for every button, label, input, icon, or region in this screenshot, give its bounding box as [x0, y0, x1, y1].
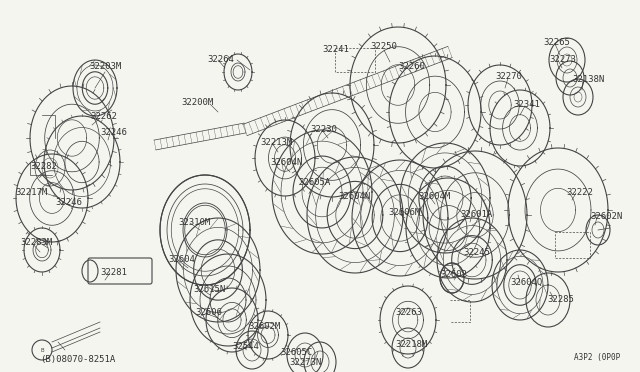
Text: 32260: 32260 [398, 62, 425, 71]
Text: 32222: 32222 [566, 188, 593, 197]
Text: (B)08070-8251A: (B)08070-8251A [40, 355, 115, 364]
Text: 32606M: 32606M [388, 208, 420, 217]
Text: 32250: 32250 [371, 42, 397, 51]
Text: 32310M: 32310M [178, 218, 211, 227]
Text: 32230: 32230 [310, 125, 337, 134]
Text: 32601A: 32601A [460, 210, 492, 219]
Text: 32285: 32285 [547, 295, 574, 304]
Text: 32544: 32544 [232, 342, 259, 351]
Text: 32602: 32602 [440, 270, 467, 279]
Text: 32281: 32281 [100, 268, 127, 277]
Text: 32341: 32341 [513, 100, 540, 109]
Text: 32615N: 32615N [193, 285, 225, 294]
Text: 32605A: 32605A [298, 178, 330, 187]
Text: 32606: 32606 [195, 308, 222, 317]
Text: 32604N: 32604N [270, 158, 302, 167]
Text: A3P2 (0P0P: A3P2 (0P0P [573, 353, 620, 362]
Text: 32604: 32604 [168, 255, 195, 264]
Text: 32605C: 32605C [280, 348, 312, 357]
Text: 32273: 32273 [549, 55, 576, 64]
Text: 32604N: 32604N [338, 192, 371, 201]
Text: 32213M: 32213M [260, 138, 292, 147]
Text: 32283M: 32283M [20, 238, 52, 247]
Text: 32262: 32262 [90, 112, 117, 121]
Text: 32138N: 32138N [572, 75, 604, 84]
Text: 32604Q: 32604Q [510, 278, 542, 287]
Text: 32246: 32246 [100, 128, 127, 137]
Text: 32604M: 32604M [418, 192, 451, 201]
Text: 32282: 32282 [30, 162, 57, 171]
Text: 32263: 32263 [395, 308, 422, 317]
Text: 32270: 32270 [495, 72, 522, 81]
Text: 32273N: 32273N [289, 358, 321, 367]
Text: 32602M: 32602M [248, 322, 280, 331]
Text: 32218M: 32218M [395, 340, 428, 349]
Text: 32217M: 32217M [15, 188, 47, 197]
Text: 32245: 32245 [463, 248, 490, 257]
Text: 32246: 32246 [55, 198, 82, 207]
Text: 32200M: 32200M [181, 98, 213, 107]
Text: 32265: 32265 [543, 38, 570, 47]
Text: 32241: 32241 [322, 45, 349, 54]
Text: 32264: 32264 [207, 55, 234, 64]
Text: 32602N: 32602N [590, 212, 622, 221]
Text: 32203M: 32203M [89, 62, 121, 71]
Text: B: B [40, 347, 44, 353]
